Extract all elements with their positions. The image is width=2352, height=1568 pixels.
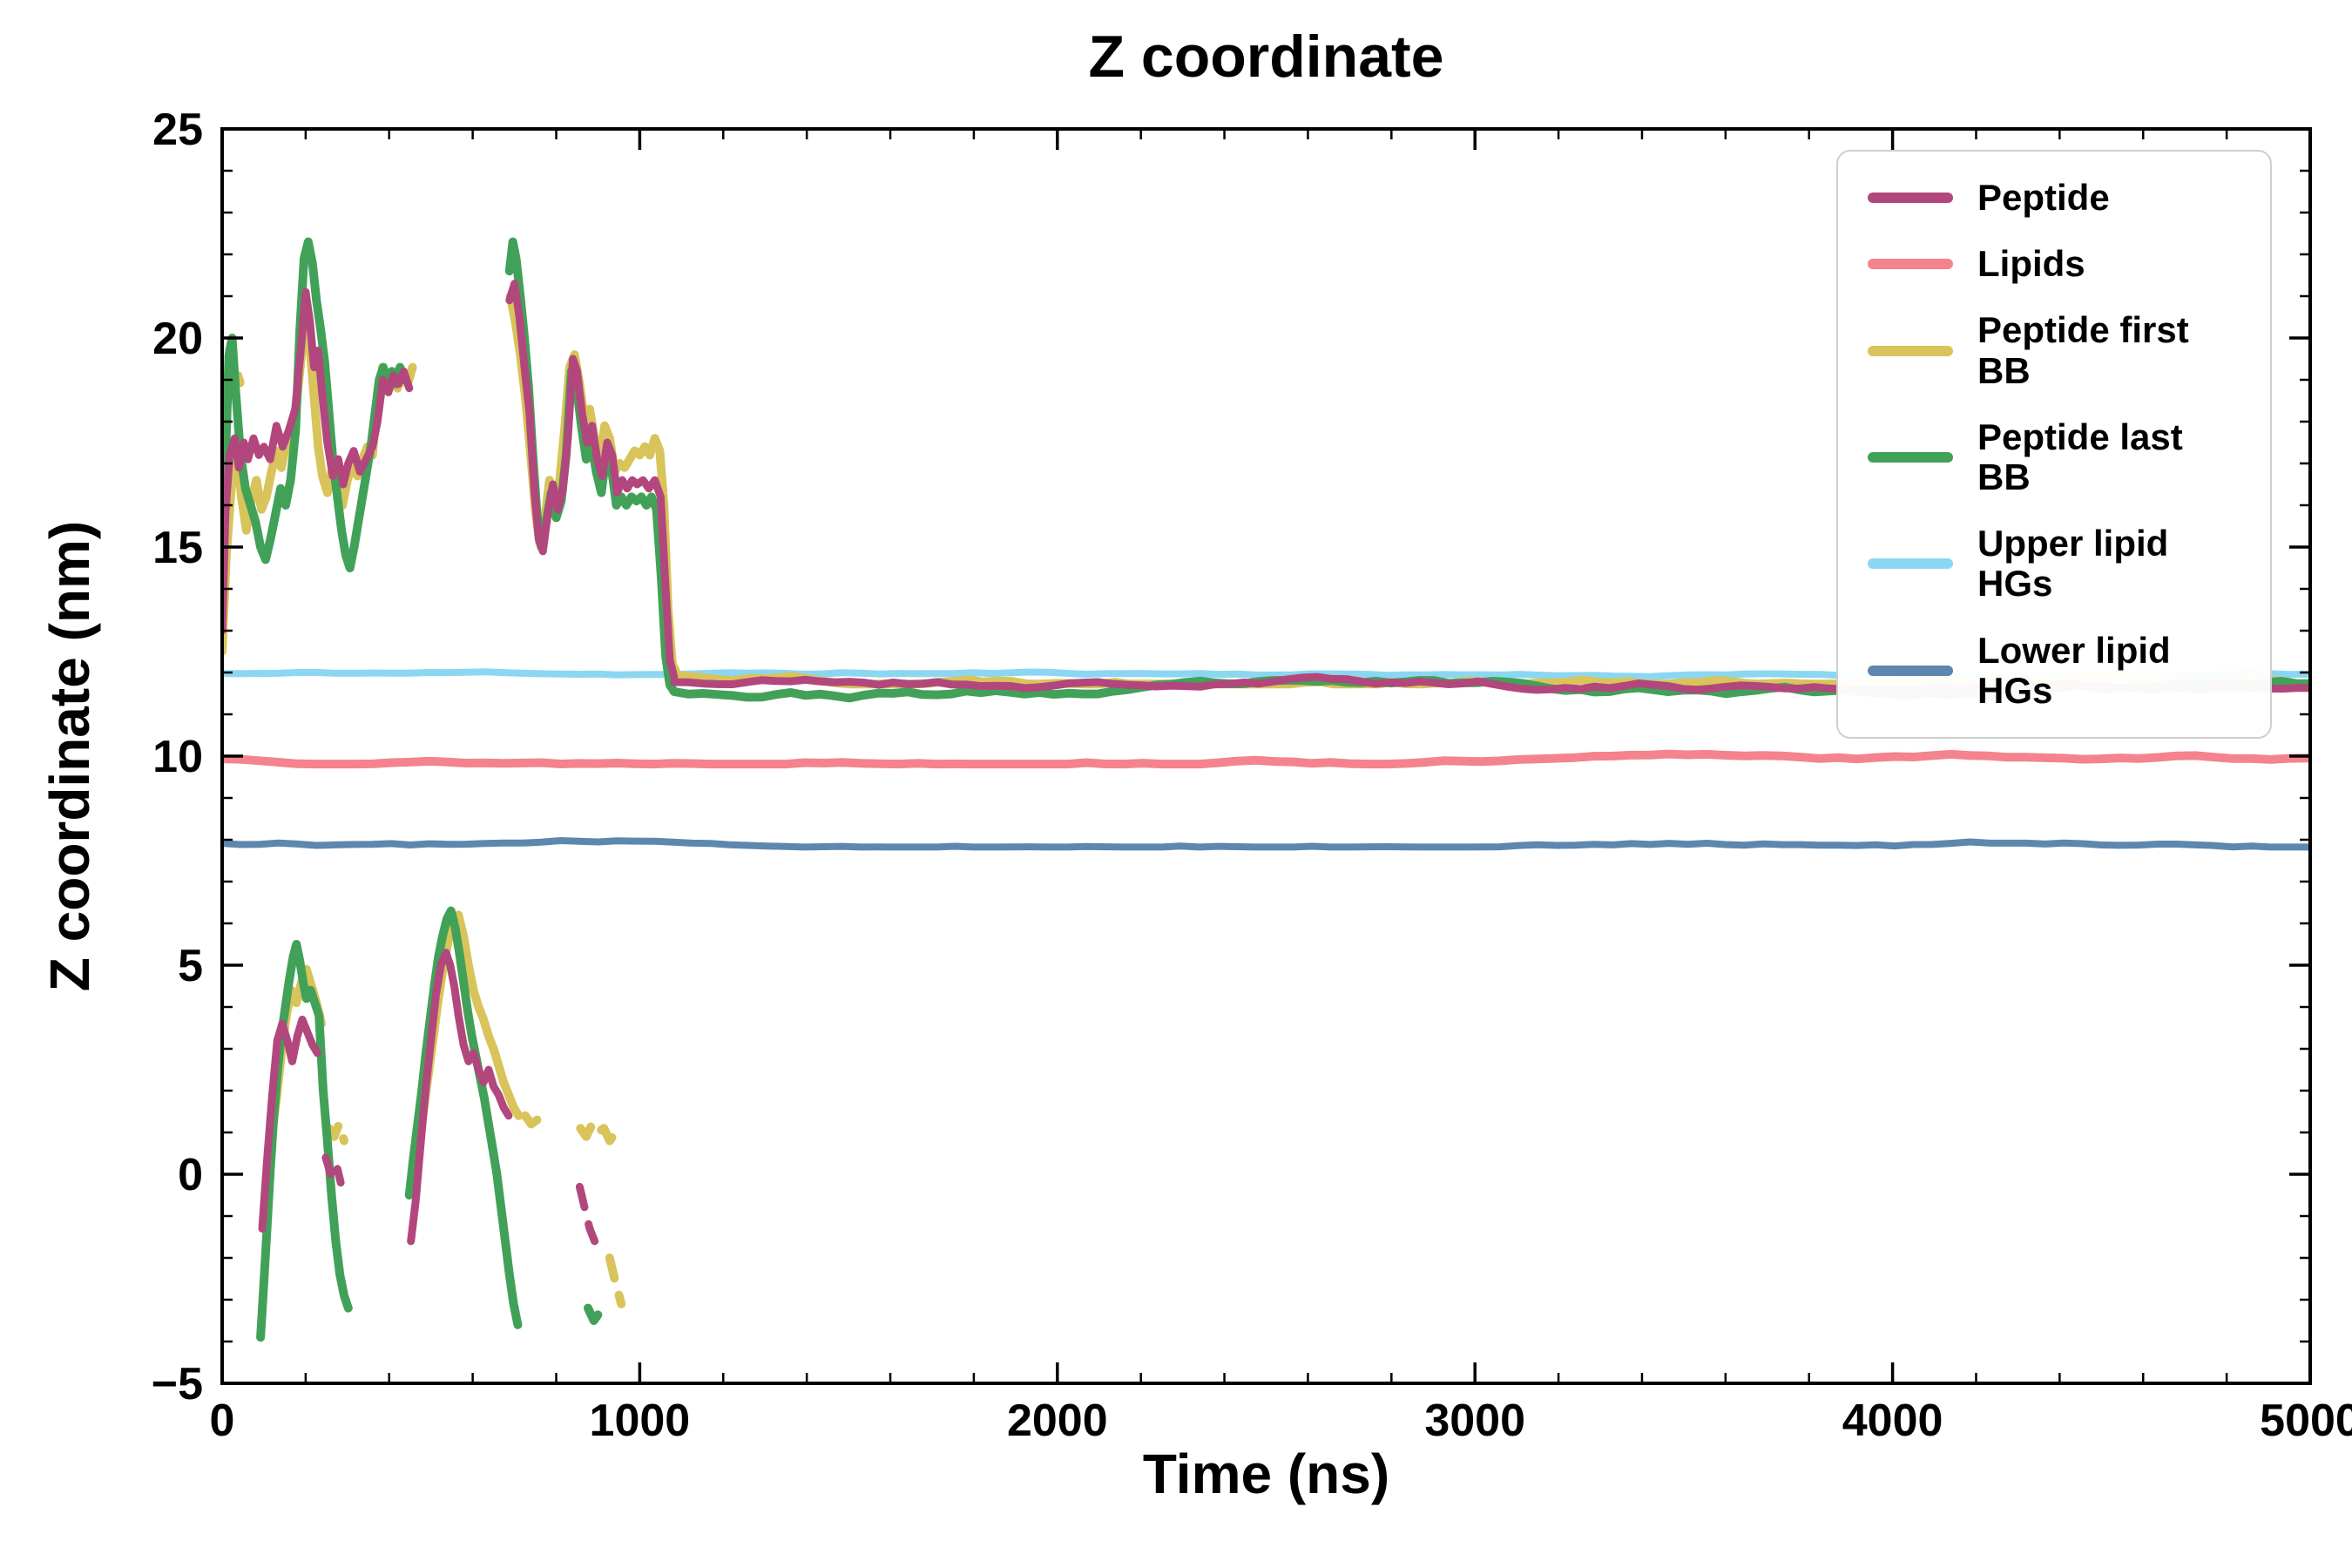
x-axis-label: Time (ns) — [1142, 1443, 1390, 1505]
series-peptide — [258, 1015, 321, 1233]
legend-swatch — [1868, 558, 1953, 570]
x-tick-label: 2000 — [1007, 1396, 1108, 1446]
series-peptide — [575, 1182, 599, 1246]
y-tick-label: 20 — [152, 314, 203, 364]
legend-label: Peptide first BB — [1977, 309, 2189, 391]
legend-item-peptide-first-bb: Peptide first BB — [1868, 310, 2240, 390]
legend-item-lipids: Lipids — [1868, 243, 2240, 285]
legend-swatch — [1868, 665, 1953, 676]
y-tick-label: −5 — [152, 1359, 203, 1409]
legend-swatch — [1868, 193, 1953, 204]
legend-item-upper-lipid-hgs: Upper lipid HGs — [1868, 523, 2240, 605]
series-peptide — [222, 287, 414, 635]
y-tick-label: 5 — [178, 941, 203, 991]
y-tick-label: 0 — [178, 1150, 203, 1200]
series-peptide-last-bb — [584, 1303, 611, 1329]
chart-title: Z coordinate — [1088, 24, 1444, 90]
x-tick-label: 4000 — [1842, 1396, 1943, 1446]
legend-swatch — [1868, 345, 1953, 356]
series-peptide-first-bb — [324, 1119, 348, 1146]
legend-label: Lower lipid HGs — [1977, 629, 2171, 711]
series-peptide — [407, 949, 513, 1246]
series-peptide — [321, 1153, 345, 1187]
series-peptide-first-bb — [576, 1119, 620, 1146]
y-tick-label: 15 — [152, 523, 203, 573]
x-tick-label: 1000 — [590, 1396, 691, 1446]
x-tick-label: 0 — [210, 1396, 235, 1446]
legend-label: Peptide last BB — [1977, 416, 2183, 497]
legend: Peptide Lipids Peptide first BB Peptide las… — [1836, 150, 2272, 739]
y-tick-label: 25 — [152, 105, 203, 155]
legend-swatch — [1868, 451, 1953, 463]
series-peptide-first-bb — [521, 1111, 542, 1129]
legend-label: Upper lipid HGs — [1977, 523, 2169, 605]
series-lower-lipid-hgs — [222, 837, 2310, 851]
series-lipids — [222, 749, 2310, 769]
legend-label: Lipids — [1977, 243, 2085, 285]
legend-label: Peptide — [1977, 177, 2110, 218]
y-tick-label: 10 — [152, 732, 203, 782]
x-tick-label: 5000 — [2260, 1396, 2352, 1446]
legend-item-peptide: Peptide — [1868, 177, 2240, 218]
legend-swatch — [1868, 259, 1953, 270]
legend-item-peptide-last-bb: Peptide last BB — [1868, 416, 2240, 497]
series-peptide — [505, 280, 679, 681]
x-tick-label: 3000 — [1424, 1396, 1525, 1446]
legend-item-lower-lipid-hgs: Lower lipid HGs — [1868, 629, 2240, 711]
series-peptide-first-bb — [605, 1254, 626, 1308]
